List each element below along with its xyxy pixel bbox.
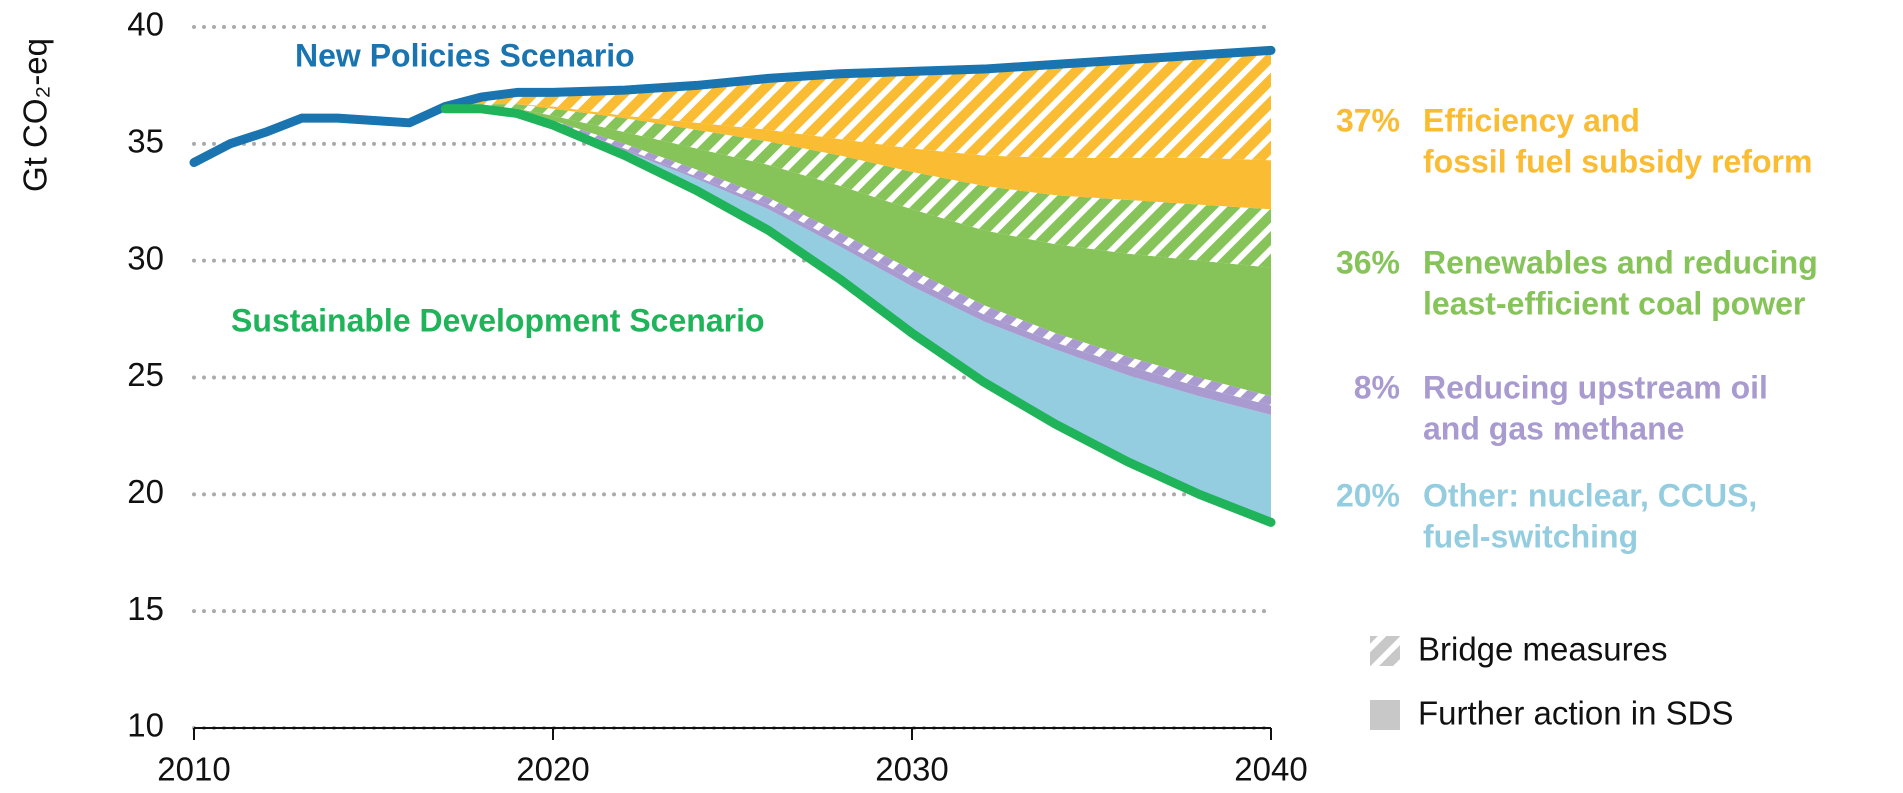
legend-label: Bridge measures	[1418, 631, 1667, 668]
wedge-area	[445, 106, 1271, 406]
wedge-area	[445, 104, 1271, 268]
wedge-share: 8%	[1354, 369, 1400, 405]
wedge-label: and gas methane	[1423, 410, 1684, 446]
wedge-area	[445, 108, 1271, 415]
wedge-area	[445, 106, 1271, 397]
wedge-label: fossil fuel subsidy reform	[1423, 143, 1812, 179]
line-label: Sustainable Development Scenario	[231, 302, 765, 338]
wedge-label: Efficiency and	[1423, 102, 1640, 138]
x-tick-label: 2040	[1234, 751, 1307, 788]
wedge-label: Reducing upstream oil	[1423, 369, 1768, 405]
wedge-share: 20%	[1336, 477, 1400, 513]
y-axis-label: Gt CO₂-eq	[17, 38, 54, 192]
wedge-share: 36%	[1336, 244, 1400, 280]
y-tick-label: 25	[127, 356, 164, 393]
wedge-share: 37%	[1336, 102, 1400, 138]
scenario-line	[189, 45, 1276, 168]
y-tick-label: 15	[127, 590, 164, 627]
y-tick-label: 30	[127, 239, 164, 276]
y-tick-label: 40	[127, 6, 164, 43]
legend-swatch	[1370, 636, 1400, 666]
wedge-label: Renewables and reducing	[1423, 244, 1818, 280]
wedge-area	[445, 104, 1271, 210]
x-tick-label: 2020	[516, 751, 589, 788]
line-label: New Policies Scenario	[295, 37, 635, 73]
x-tick-label: 2030	[875, 751, 948, 788]
y-tick-label: 20	[127, 473, 164, 510]
legend-label: Further action in SDS	[1418, 695, 1733, 732]
wedge-area	[445, 50, 1271, 161]
legend-swatch	[1370, 700, 1400, 730]
wedge-label: least-efficient coal power	[1423, 285, 1805, 321]
wedge-label: fuel-switching	[1423, 518, 1638, 554]
y-tick-label: 35	[127, 123, 164, 160]
wedge-label: Other: nuclear, CCUS,	[1423, 477, 1757, 513]
x-tick-label: 2010	[157, 751, 230, 788]
wedge-area	[445, 108, 1271, 523]
y-tick-label: 10	[127, 707, 164, 744]
scenario-line	[440, 104, 1276, 527]
